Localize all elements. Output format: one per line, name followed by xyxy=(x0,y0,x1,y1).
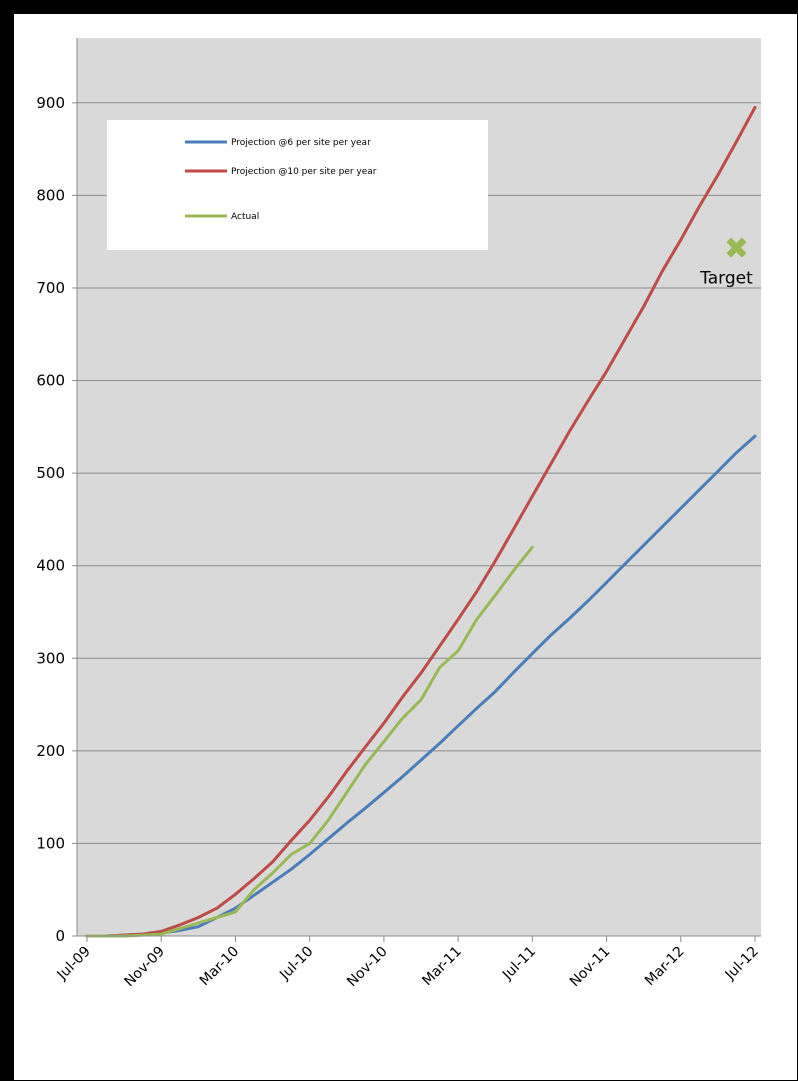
legend-label: Projection @6 per site per year xyxy=(231,138,371,148)
legend-box xyxy=(107,120,488,250)
y-axis-ticks: 0 100 200 300 400 500 600 700 800 900 xyxy=(36,94,77,945)
target-x-icon: ✖ xyxy=(724,231,749,266)
x-tick-label: Nov-09 xyxy=(122,944,169,991)
series-lines xyxy=(85,105,757,938)
x-tick-label: Mar-12 xyxy=(642,944,688,990)
y-tick-label: 900 xyxy=(36,94,65,112)
y-tick-label: 100 xyxy=(36,834,65,852)
y-tick-label: 700 xyxy=(36,279,65,297)
x-tick-label: Jul-11 xyxy=(499,944,539,984)
y-tick-label: 800 xyxy=(36,186,65,204)
y-tick-label: 200 xyxy=(36,742,65,760)
x-tick-label: Nov-11 xyxy=(567,944,614,991)
line-chart: 0 100 200 300 400 500 600 700 800 900 Jul-09 Nov-0… xyxy=(36,38,762,990)
series-line-projection-10-per-site-per-year xyxy=(85,105,757,938)
x-tick-label: Jul-12 xyxy=(722,944,762,984)
target-marker: ✖Target xyxy=(699,231,753,288)
legend: Projection @6 per site per year Projectio… xyxy=(107,120,488,250)
y-tick-label: 500 xyxy=(36,464,65,482)
x-tick-label: Mar-11 xyxy=(419,944,465,990)
y-tick-label: 600 xyxy=(36,372,65,390)
x-tick-label: Jul-09 xyxy=(54,944,94,984)
y-tick-label: 400 xyxy=(36,557,65,575)
y-tick-label: 300 xyxy=(36,649,65,667)
legend-label: Projection @10 per site per year xyxy=(231,167,377,177)
target-label: Target xyxy=(699,268,753,288)
x-tick-label: Jul-10 xyxy=(276,944,316,984)
series-line-actual xyxy=(85,545,534,938)
x-axis-ticks: Jul-09 Nov-09 Mar-10 Jul-10 Nov-10 Mar-11 Jul-… xyxy=(54,936,762,990)
chart-frame: 0 100 200 300 400 500 600 700 800 900 Jul-09 Nov-0… xyxy=(14,14,797,1080)
y-tick-label: 0 xyxy=(55,927,65,945)
series-line-projection-6-per-site-per-year xyxy=(85,434,757,938)
axes xyxy=(76,38,761,937)
legend-label: Actual xyxy=(231,212,259,222)
x-tick-label: Mar-10 xyxy=(197,944,243,990)
x-tick-label: Nov-10 xyxy=(344,944,391,991)
